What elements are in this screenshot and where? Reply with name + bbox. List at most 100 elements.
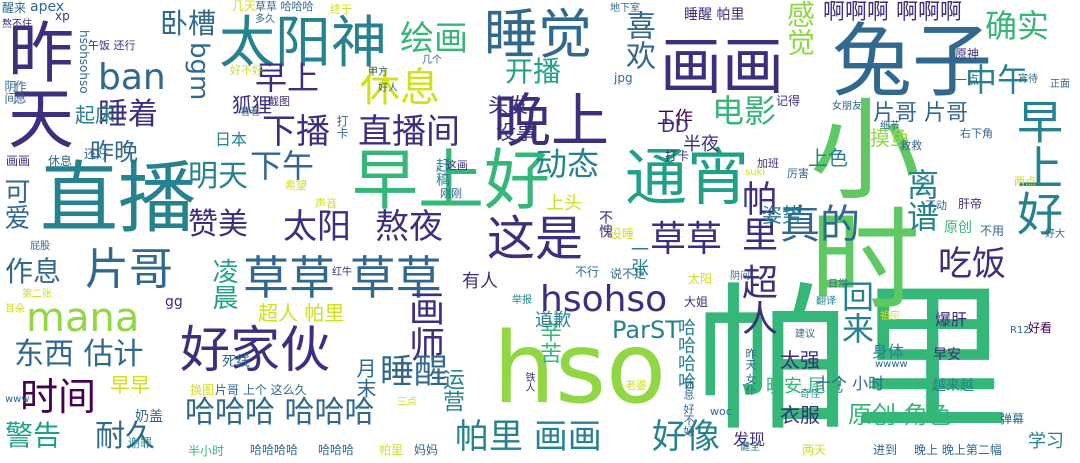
word: 身体 — [872, 342, 905, 361]
word: 早上好 — [1010, 98, 1064, 236]
word: 两天 — [802, 443, 827, 457]
word: 甲方 — [368, 67, 388, 78]
word: 休息 — [48, 154, 73, 168]
word: 肝帝 — [958, 197, 983, 211]
word: 运营 — [439, 368, 464, 412]
word: 太强 — [780, 348, 820, 372]
word: 时间 — [20, 375, 97, 419]
word: 发现 — [733, 430, 766, 449]
word: 赶稿 — [434, 158, 450, 186]
word: 头发 — [488, 93, 528, 117]
word: 这是 — [487, 211, 584, 267]
word: 昨天 — [0, 18, 74, 150]
word: 昨天 女仆 — [744, 348, 757, 396]
word: 死线 — [222, 354, 250, 370]
word: 两点 — [1014, 175, 1036, 188]
word: 阴间 — [3, 80, 17, 104]
word: 片哥 — [85, 244, 173, 295]
word: 不动 — [925, 199, 947, 212]
word: 日常 — [828, 279, 848, 290]
word: 绘画 — [400, 19, 468, 59]
word: 晚安 尾巴 — [766, 376, 844, 397]
word: hsohsohso — [77, 30, 91, 94]
word: 草草 哈哈哈 — [255, 0, 314, 13]
word: 日本 — [215, 130, 248, 149]
word: 有人 — [462, 271, 498, 292]
word: 回来 — [837, 280, 875, 344]
word: 早安 — [933, 347, 961, 363]
word: 真的 — [780, 202, 860, 248]
word: 三点 — [397, 397, 417, 408]
word: 宵待 — [1018, 74, 1038, 85]
word: 换图 — [190, 383, 215, 397]
word: woc — [710, 405, 732, 418]
word: 妈妈 — [414, 443, 439, 457]
word: 屁股 — [30, 241, 50, 252]
word: 右下角 — [960, 127, 993, 140]
word: 可爱 — [0, 178, 30, 230]
word: 草草 — [650, 219, 723, 260]
word: 通宵 — [625, 141, 750, 214]
word: 终于 — [330, 3, 352, 16]
word: 不愧 — [597, 210, 613, 238]
word: www — [5, 394, 30, 405]
word: 还好 — [84, 147, 109, 161]
word: 半夜 — [683, 134, 719, 155]
word: 片哥 片哥 — [873, 101, 968, 126]
word: 画画 — [660, 30, 785, 103]
word: 直播间 — [358, 112, 460, 152]
word: 一张 — [628, 240, 649, 276]
word: 没事 — [496, 120, 536, 144]
word: 奶盖 — [135, 409, 163, 425]
word: 感觉 — [783, 0, 816, 56]
word: 大姐 — [684, 295, 709, 309]
word: 衣服 — [780, 403, 820, 427]
word: 上色 — [808, 146, 848, 170]
word: 原创 — [944, 220, 972, 236]
word: 好不好 — [230, 64, 263, 77]
word: 画师 — [403, 290, 444, 362]
word: mana — [26, 295, 140, 341]
word: 原神 — [955, 47, 980, 61]
word: 上头 — [546, 193, 582, 214]
word: 确实 — [985, 7, 1050, 45]
word: 太阳神 — [219, 11, 387, 76]
word: 进到 — [873, 443, 898, 457]
word: 截图 — [268, 95, 290, 108]
word: 打卡 — [335, 115, 349, 139]
word: 月末 — [353, 358, 377, 398]
word: 草草 草草 — [243, 251, 442, 305]
word: 耐久 — [95, 419, 155, 454]
word: 好像 — [652, 417, 720, 457]
word: 早上好 — [352, 142, 550, 219]
word: 醒来 — [2, 1, 27, 15]
word: 弹幕 — [1000, 412, 1025, 426]
word: 晚上 晚上第二幅 — [914, 443, 1002, 457]
word: bgm — [184, 42, 214, 101]
word: 画画 — [6, 154, 31, 168]
word: 耳朵 — [5, 304, 25, 315]
word: 超人 帕里 — [258, 301, 345, 325]
word: 狐狸 — [232, 93, 272, 117]
word: 睡醒 帕里 — [684, 7, 745, 23]
word: 作息 — [5, 255, 62, 288]
word: 熬夜 — [375, 207, 443, 247]
word: 翻译 — [816, 296, 836, 307]
word: 喜欢 — [620, 10, 655, 70]
word: 爆肝 — [935, 310, 968, 329]
word: 救救 — [900, 139, 922, 152]
word: hso — [493, 312, 667, 426]
word: 记得 — [776, 94, 801, 108]
word: 起床 — [75, 103, 115, 127]
word: 哈哈哈哈 — [675, 318, 696, 390]
word: 一点 — [955, 73, 980, 87]
word: 摸鱼 — [870, 126, 910, 150]
word: 多久 — [255, 14, 275, 25]
word: 帕里 — [695, 269, 1011, 453]
word: apex — [30, 0, 65, 15]
word: 好人 — [378, 83, 398, 94]
word: 帕里 超人 — [736, 180, 777, 336]
word: 卧槽 — [160, 7, 217, 40]
word: 正面 — [1050, 79, 1070, 90]
